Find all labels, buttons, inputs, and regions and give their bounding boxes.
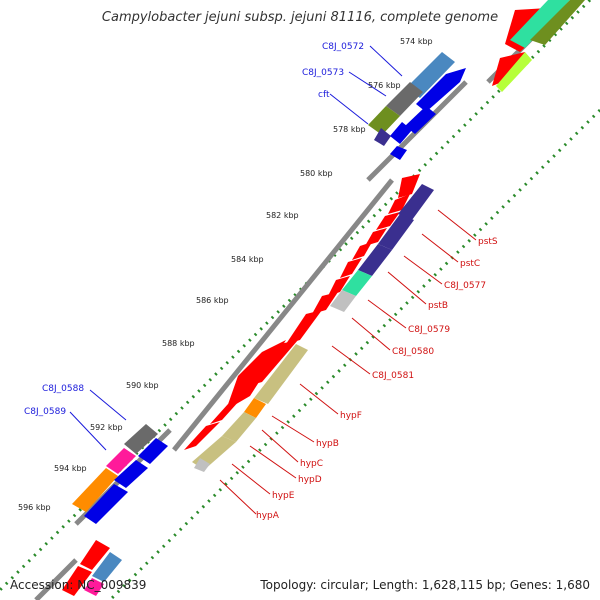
gene-blue-2[interactable] <box>405 106 436 134</box>
gene-label[interactable]: hypC <box>300 459 323 469</box>
gene-C8J_0588[interactable] <box>124 424 158 454</box>
gene-cft[interactable] <box>368 106 400 135</box>
gene-label[interactable]: C8J_0581 <box>372 371 414 381</box>
gene-label[interactable]: pstS <box>478 237 498 247</box>
gene-arrow[interactable] <box>492 52 525 86</box>
gene-hypB[interactable] <box>244 398 266 418</box>
gene-blue-b[interactable] <box>114 460 148 488</box>
gene-C8J_0579[interactable] <box>330 290 356 312</box>
gene-label[interactable]: hypB <box>316 439 339 449</box>
gene-pstB[interactable] <box>342 270 372 296</box>
gene-box[interactable] <box>92 552 122 582</box>
backbone-segment-main <box>172 178 394 452</box>
tick-label: 590 kbp <box>126 381 159 390</box>
gene-box[interactable] <box>226 340 286 410</box>
tick-label: 584 kbp <box>231 255 264 264</box>
gene-block-590 <box>72 424 168 524</box>
tick-label: 596 kbp <box>18 503 51 512</box>
gene-block-bottom-left <box>62 540 122 596</box>
gene-label[interactable]: C8J_0588 <box>42 384 84 394</box>
topology-label: Topology: circular; Length: 1,628,115 bp… <box>260 578 590 592</box>
gene-block-574 <box>368 52 466 160</box>
gene-blue-a[interactable] <box>138 438 168 464</box>
gene-label[interactable]: cft <box>318 90 330 100</box>
tick-label: 582 kbp <box>266 211 299 220</box>
gene-pstC[interactable] <box>378 214 414 250</box>
gene-arrow[interactable] <box>184 422 220 450</box>
gene-arrow[interactable] <box>388 194 410 214</box>
gene-label[interactable]: C8J_0577 <box>444 281 486 291</box>
gene-label[interactable]: C8J_0573 <box>302 68 344 78</box>
gene-arrow[interactable] <box>62 566 92 596</box>
gene-arrow[interactable] <box>398 174 420 198</box>
tick-label: 586 kbp <box>196 296 229 305</box>
accession-label: Accession: NC_009839 <box>10 578 147 592</box>
gene-small-navy[interactable] <box>374 128 391 146</box>
tick-label: 576 kbp <box>368 81 401 90</box>
gene-label[interactable]: pstC <box>460 259 480 269</box>
gene-box[interactable] <box>496 52 532 92</box>
gene-label[interactable]: pstB <box>428 301 448 311</box>
gene-label[interactable]: C8J_0580 <box>392 347 434 357</box>
gene-label[interactable]: hypA <box>256 511 280 521</box>
tick-label: 594 kbp <box>54 464 87 473</box>
gene-C8J_0573[interactable] <box>386 82 423 116</box>
gene-blue-1[interactable] <box>416 68 466 112</box>
backbone-segment-bottom <box>34 558 78 600</box>
map-title: Campylobacter jejuni subsp. jejuni 81116… <box>101 10 499 25</box>
outer-dotted-guide <box>0 0 592 592</box>
gene-blue-3[interactable] <box>390 122 412 144</box>
gene-block-top-right <box>492 0 585 92</box>
gene-label[interactable]: hypE <box>272 491 295 501</box>
gene-arrow[interactable] <box>80 540 110 570</box>
gene-arrow[interactable] <box>340 258 362 278</box>
red-label-leaders <box>219 209 477 515</box>
gene-orange[interactable] <box>72 468 118 512</box>
gene-box[interactable] <box>530 0 585 45</box>
gene-C8J_0572[interactable] <box>406 52 455 98</box>
gene-arrow[interactable] <box>376 212 400 230</box>
gene-label[interactable]: C8J_0589 <box>24 407 66 417</box>
gene-label[interactable]: hypD <box>298 475 322 485</box>
gene-hypC[interactable] <box>222 412 256 442</box>
gene-label[interactable]: C8J_0572 <box>322 42 364 52</box>
gene-arrow[interactable] <box>352 242 372 260</box>
inner-dotted-guide <box>107 108 600 600</box>
gene-label[interactable]: C8J_0579 <box>408 325 450 335</box>
gene-hypF[interactable] <box>254 344 308 404</box>
gene-pstS[interactable] <box>398 184 434 220</box>
gene-blue-4[interactable] <box>390 146 407 160</box>
tick-label: 574 kbp <box>400 37 433 46</box>
gene-label[interactable]: hypF <box>340 411 362 421</box>
gene-C8J_0577[interactable] <box>358 244 392 276</box>
gene-blue-c[interactable] <box>84 484 128 524</box>
gene-arrow[interactable] <box>365 228 387 246</box>
tick-label: 580 kbp <box>300 169 333 178</box>
tick-label: 592 kbp <box>90 423 123 432</box>
gene-small-gray[interactable] <box>194 458 210 472</box>
gene-C8J_0589[interactable] <box>106 448 136 474</box>
gene-block-main <box>184 174 434 472</box>
gene-arrow[interactable] <box>312 292 338 314</box>
gene-box[interactable] <box>510 0 570 48</box>
blue-label-leaders <box>69 45 403 451</box>
gene-arrow[interactable] <box>286 310 322 344</box>
gene-arrow[interactable] <box>328 276 350 296</box>
tick-label: 578 kbp <box>333 125 366 134</box>
gene-box[interactable] <box>84 578 104 596</box>
tick-label: 588 kbp <box>162 339 195 348</box>
